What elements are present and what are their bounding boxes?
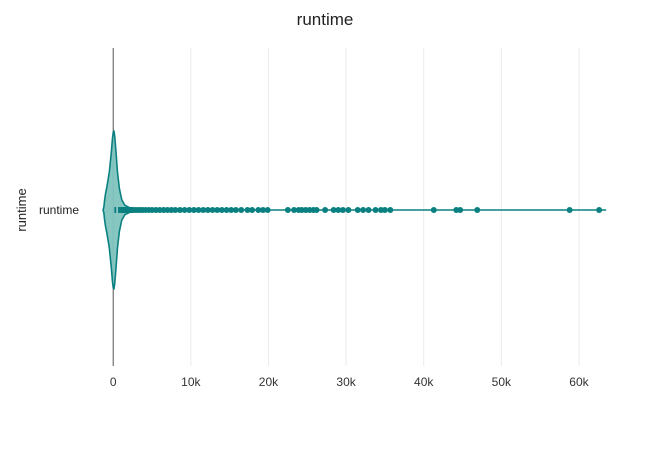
outlier-point: [260, 207, 267, 213]
outlier-point: [322, 207, 329, 213]
outlier-point: [430, 207, 437, 213]
outlier-point: [255, 207, 262, 213]
outlier-point: [372, 207, 379, 213]
outlier-point: [176, 207, 183, 213]
outlier-point: [218, 207, 225, 213]
outlier-point: [238, 207, 245, 213]
x-tick-label: 20k: [259, 375, 279, 389]
outlier-point: [339, 207, 346, 213]
outlier-point: [181, 207, 188, 213]
outlier-point: [387, 207, 394, 213]
outlier-point: [457, 207, 464, 213]
outlier-point: [214, 207, 221, 213]
outlier-point: [186, 207, 193, 213]
y-axis-title: runtime: [14, 188, 29, 231]
x-tick-label: 40k: [414, 375, 434, 389]
outlier-point: [223, 207, 230, 213]
outlier-point: [313, 207, 320, 213]
outlier-point: [190, 207, 197, 213]
outlier-point: [172, 207, 179, 213]
outlier-point: [264, 207, 271, 213]
x-tick-label: 30k: [336, 375, 356, 389]
outlier-point: [354, 207, 361, 213]
outlier-point: [381, 207, 388, 213]
outlier-point: [204, 207, 211, 213]
outlier-point: [195, 207, 202, 213]
outlier-point: [474, 207, 481, 213]
chart-title: runtime: [297, 10, 354, 29]
x-tick-label: 0: [110, 375, 117, 389]
outlier-point: [228, 207, 235, 213]
gridlines: [190, 48, 580, 366]
outlier-point: [232, 207, 239, 213]
outlier-point: [209, 207, 216, 213]
outlier-point: [284, 207, 291, 213]
box-iqr: [114, 207, 133, 213]
outlier-point: [566, 207, 573, 213]
outlier-point: [365, 207, 372, 213]
outlier-point: [291, 207, 298, 213]
outlier-point: [335, 207, 342, 213]
x-tick-label: 60k: [569, 375, 589, 389]
category-label: runtime: [39, 203, 79, 217]
outlier-point: [249, 207, 256, 213]
outlier-point: [345, 207, 352, 213]
outlier-points: [130, 207, 603, 213]
x-tick-label: 50k: [492, 375, 512, 389]
x-tick-label: 10k: [181, 375, 201, 389]
outlier-point: [330, 207, 337, 213]
outlier-point: [200, 207, 207, 213]
x-axis-ticks: 0 10k 20k 30k 40k 50k 60k: [110, 375, 590, 389]
outlier-point: [360, 207, 367, 213]
outlier-point: [244, 207, 251, 213]
outlier-point: [596, 207, 603, 213]
violin-trace: [102, 130, 607, 290]
